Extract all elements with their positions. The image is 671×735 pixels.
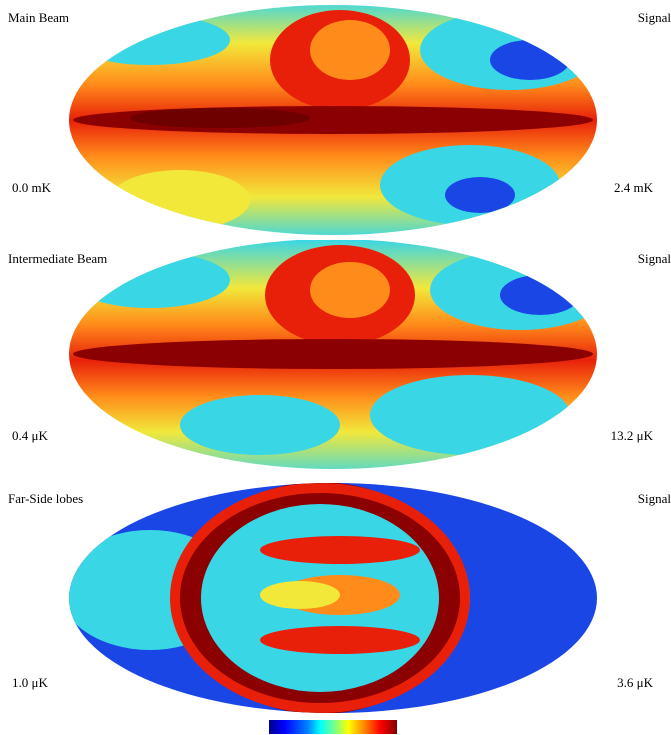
panel-signal-label: Signal	[638, 491, 671, 507]
panel-title: Intermediate Beam	[8, 251, 107, 267]
intermediate-beam-sky-map	[0, 240, 671, 480]
scale-max-label: 3.6 μK	[617, 675, 653, 691]
scale-min-label: 1.0 μK	[12, 675, 48, 691]
map-panel-main-beam: Main Beam Signal 0.0 mK 2.4 mK	[0, 0, 671, 240]
scale-min-label: 0.0 mK	[12, 180, 51, 196]
colorbar	[269, 720, 397, 734]
panel-signal-label: Signal	[638, 10, 671, 26]
panel-signal-label: Signal	[638, 251, 671, 267]
panel-title: Main Beam	[8, 10, 69, 26]
main-beam-sky-map	[0, 0, 671, 240]
panel-title: Far-Side lobes	[8, 491, 83, 507]
scale-max-label: 13.2 μK	[611, 428, 653, 444]
map-panel-far-side-lobes: Far-Side lobes Signal 1.0 μK 3.6 μK	[0, 480, 671, 720]
scale-min-label: 0.4 μK	[12, 428, 48, 444]
scale-max-label: 2.4 mK	[614, 180, 653, 196]
far-side-lobes-sky-map	[0, 480, 671, 720]
map-panel-intermediate-beam: Intermediate Beam Signal 0.4 μK 13.2 μK	[0, 240, 671, 480]
